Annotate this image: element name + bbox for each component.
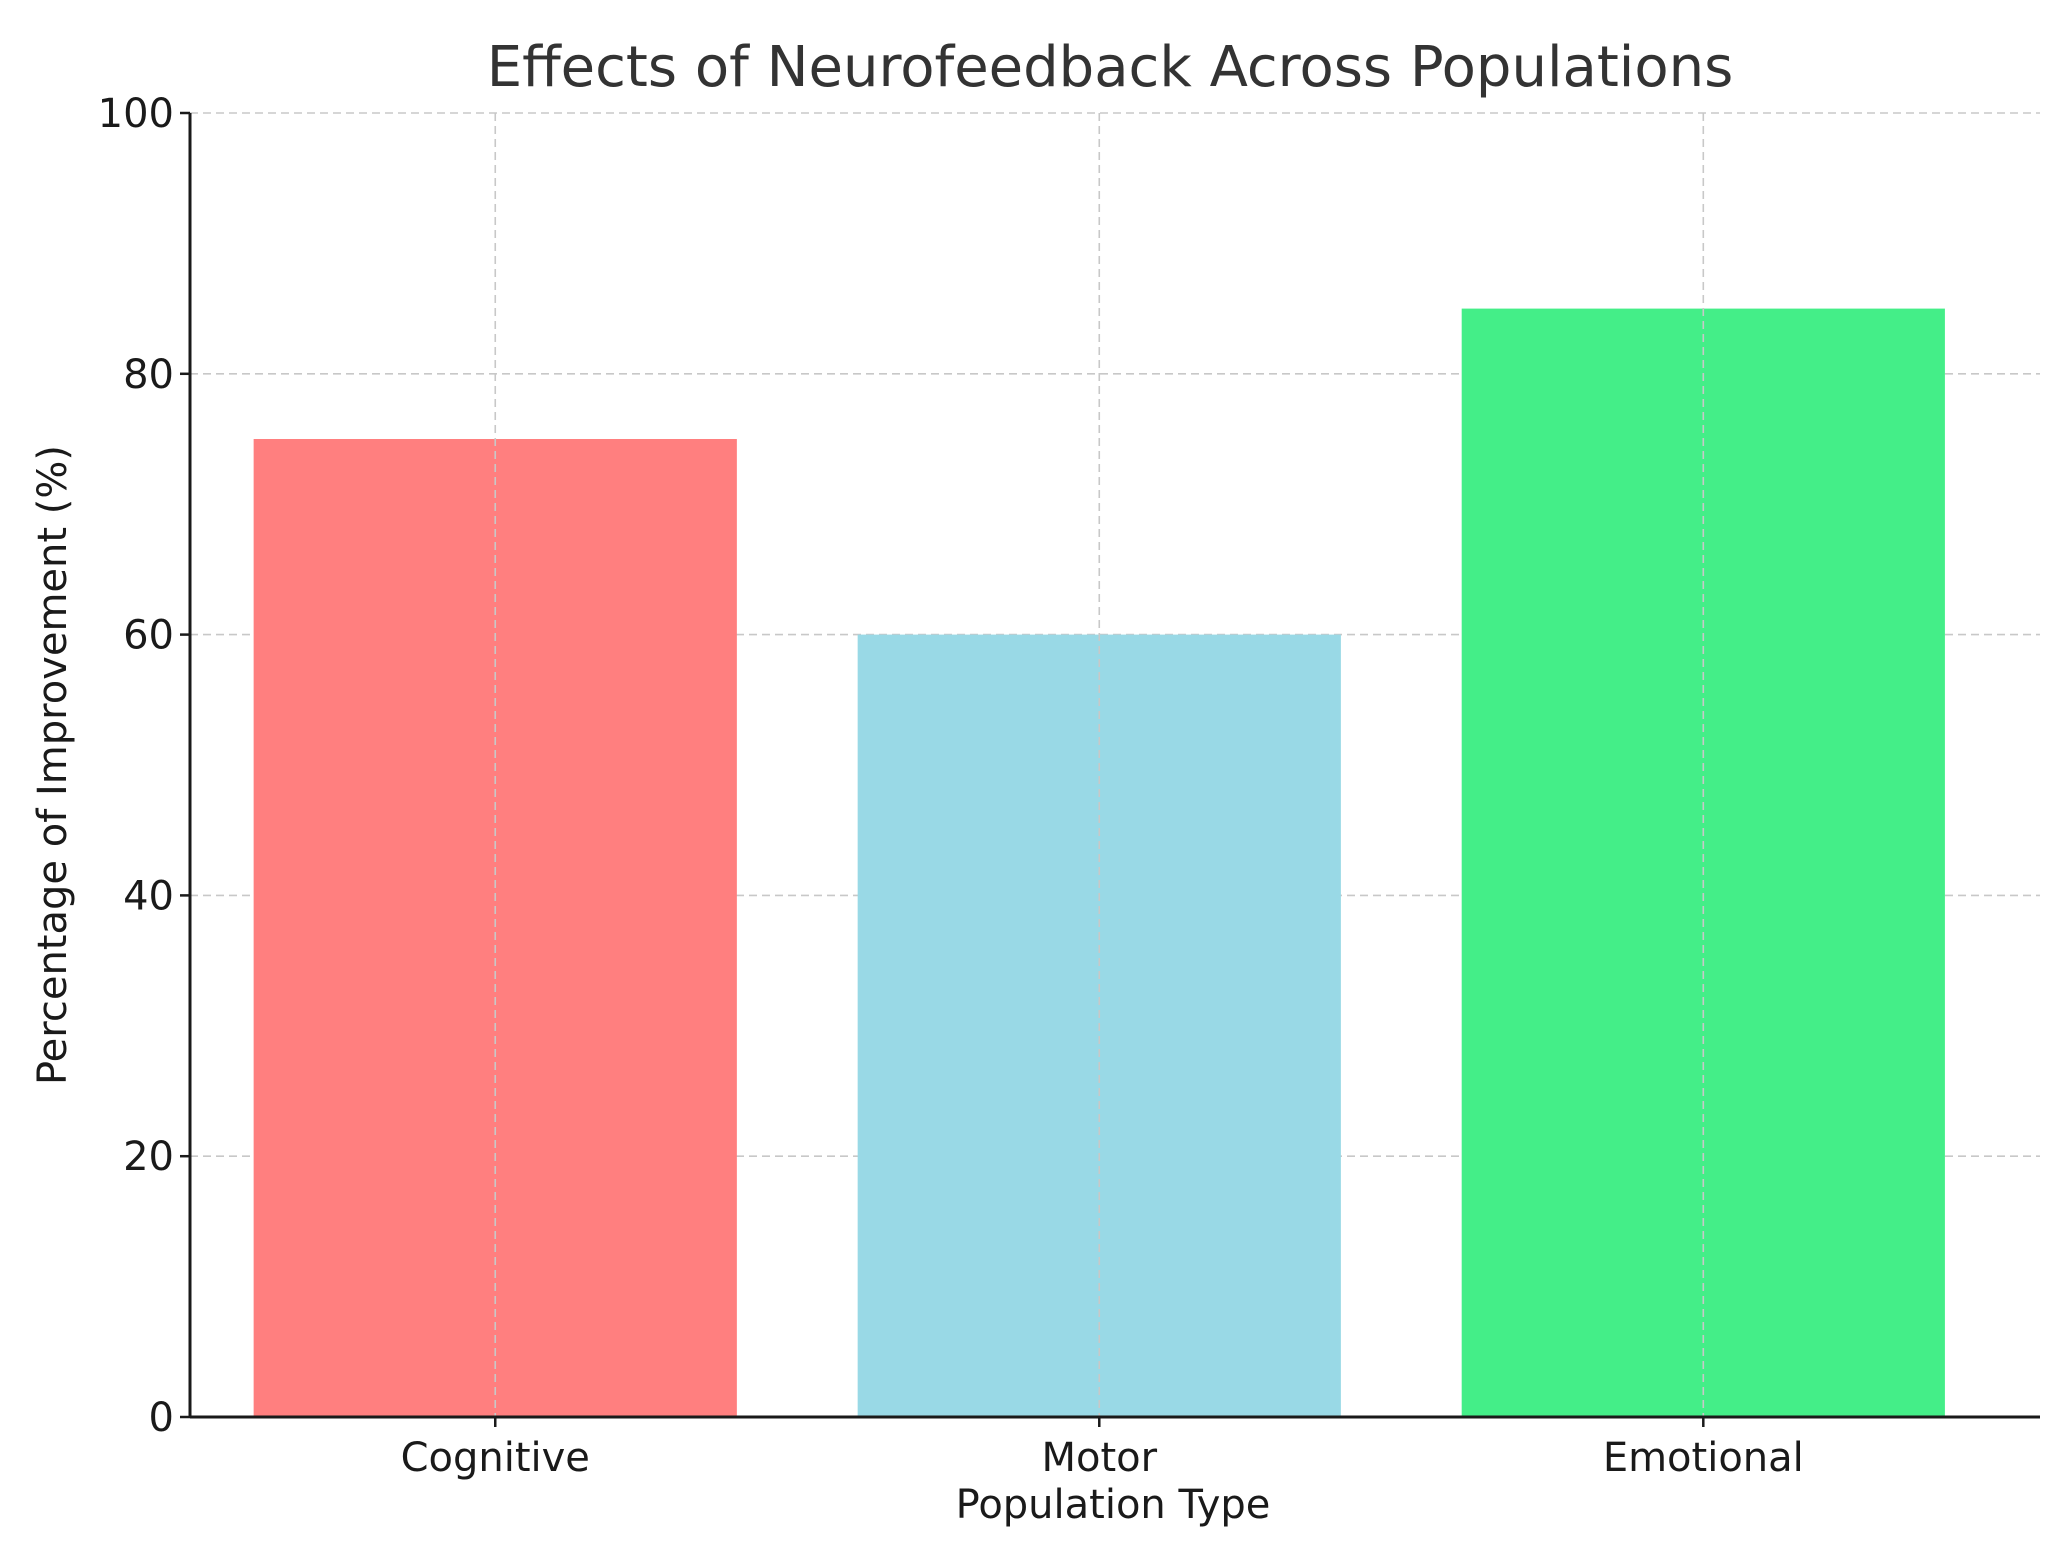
x-tick-label-emotional: Emotional [1603, 1435, 1804, 1481]
y-tick-label-80: 80 [123, 352, 174, 398]
x-ticks: Cognitive Motor Emotional [401, 1417, 1804, 1481]
y-tick-label-100: 100 [98, 91, 174, 137]
y-tick-label-40: 40 [123, 873, 174, 919]
y-tick-label-60: 60 [123, 613, 174, 659]
x-tick-label-cognitive: Cognitive [401, 1435, 590, 1481]
y-tick-label-0: 0 [149, 1395, 174, 1441]
y-axis-label: Percentage of Improvement (%) [30, 445, 76, 1085]
chart-title: Effects of Neurofeedback Across Populati… [487, 35, 1734, 100]
x-axis-label: Population Type [956, 1482, 1271, 1528]
y-tick-label-20: 20 [123, 1134, 174, 1180]
y-ticks: 0 20 40 60 80 100 [98, 91, 190, 1441]
x-tick-label-motor: Motor [1041, 1435, 1157, 1481]
vertical-grid-layer [494, 113, 1705, 1417]
